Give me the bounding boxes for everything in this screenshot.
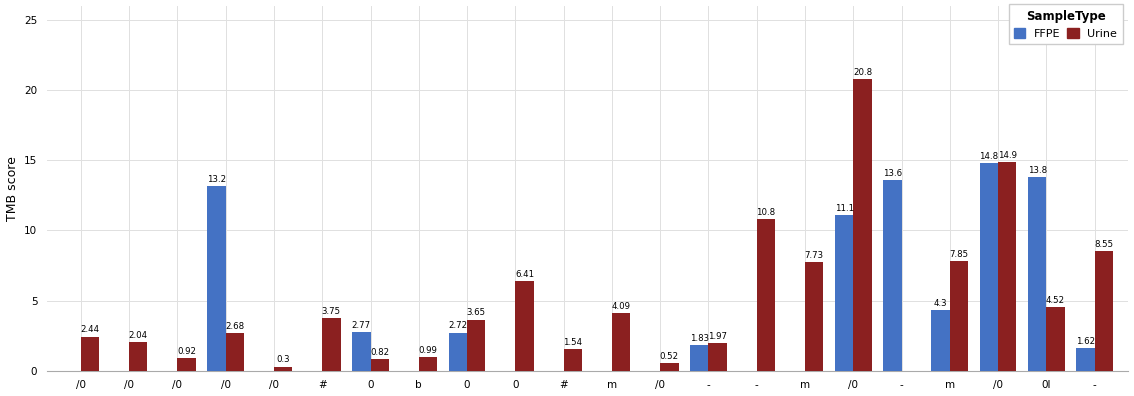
Text: 0.3: 0.3 [277, 356, 290, 364]
Text: 13.6: 13.6 [882, 169, 902, 178]
Text: 0.82: 0.82 [370, 348, 389, 357]
Bar [129, 342, 147, 371]
Y-axis label: TMB score: TMB score [6, 156, 18, 221]
Text: 2.44: 2.44 [81, 326, 100, 334]
Bar [274, 367, 293, 371]
Text: 4.3: 4.3 [933, 299, 948, 308]
Bar [1029, 177, 1047, 371]
Text: 1.62: 1.62 [1076, 337, 1095, 346]
Text: 2.04: 2.04 [129, 331, 147, 340]
Bar [353, 332, 371, 371]
Text: 7.73: 7.73 [805, 251, 823, 260]
Bar [515, 281, 534, 371]
Bar [81, 337, 99, 371]
Bar [998, 162, 1016, 371]
Text: 1.54: 1.54 [564, 338, 583, 347]
Text: 13.8: 13.8 [1027, 166, 1047, 175]
Text: 0.99: 0.99 [418, 346, 438, 355]
Bar [467, 320, 485, 371]
Text: 8.55: 8.55 [1094, 240, 1114, 249]
Bar [853, 79, 872, 371]
Bar [449, 333, 467, 371]
Text: 3.65: 3.65 [467, 308, 485, 318]
Bar [1047, 307, 1065, 371]
Text: 1.97: 1.97 [708, 332, 727, 341]
Text: 14.9: 14.9 [998, 150, 1017, 160]
Text: 2.77: 2.77 [352, 321, 371, 330]
Bar [322, 318, 340, 371]
Bar [418, 357, 437, 371]
Bar [564, 349, 582, 371]
Bar [226, 333, 244, 371]
Text: 3.75: 3.75 [322, 307, 341, 316]
Bar [883, 180, 902, 371]
Text: 14.8: 14.8 [980, 152, 999, 161]
Bar [980, 163, 998, 371]
Bar [1076, 348, 1094, 371]
Bar [660, 364, 678, 371]
Text: 0.52: 0.52 [660, 352, 679, 361]
Text: 2.72: 2.72 [448, 322, 467, 331]
Legend: FFPE, Urine: FFPE, Urine [1009, 4, 1123, 44]
Bar [371, 359, 389, 371]
Text: 2.68: 2.68 [226, 322, 245, 331]
Bar [805, 262, 823, 371]
Text: 11.1: 11.1 [835, 204, 854, 213]
Bar [950, 261, 968, 371]
Text: 13.2: 13.2 [208, 175, 226, 183]
Bar [835, 215, 853, 371]
Bar [709, 343, 727, 371]
Bar [756, 219, 775, 371]
Text: 6.41: 6.41 [515, 270, 534, 279]
Bar [1094, 251, 1112, 371]
Bar [177, 358, 196, 371]
Bar [691, 345, 709, 371]
Bar [208, 186, 226, 371]
Text: 10.8: 10.8 [756, 208, 776, 217]
Text: 20.8: 20.8 [853, 68, 872, 77]
Text: 1.83: 1.83 [689, 334, 709, 343]
Bar [931, 310, 950, 371]
Text: 4.09: 4.09 [611, 302, 631, 311]
Text: 7.85: 7.85 [949, 249, 968, 259]
Text: 0.92: 0.92 [177, 347, 196, 356]
Bar [612, 313, 631, 371]
Text: 4.52: 4.52 [1046, 296, 1065, 305]
